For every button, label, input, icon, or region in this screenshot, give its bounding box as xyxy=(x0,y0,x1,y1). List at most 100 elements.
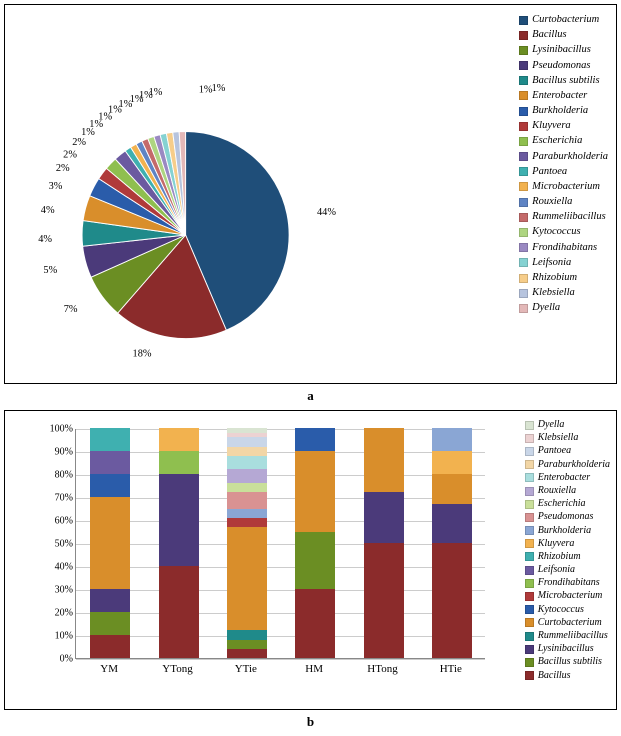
pie-callout: 2% xyxy=(72,137,86,148)
legend-item: Leifsonia xyxy=(525,564,610,576)
bar-ym xyxy=(90,428,130,658)
legend-b: DyellaKlebsiellaPantoeaParaburkholderiaE… xyxy=(525,419,610,683)
bar-ytie xyxy=(227,428,267,658)
legend-item: Kytococcus xyxy=(525,604,610,616)
legend-label: Lysinibacillus xyxy=(538,643,594,655)
grid-line xyxy=(76,475,485,476)
bar-segment xyxy=(90,497,130,589)
legend-label: Frondihabitans xyxy=(532,241,597,255)
bar-hm xyxy=(295,428,335,658)
legend-item: Bacillus xyxy=(519,28,608,42)
bar-segment xyxy=(227,509,267,518)
y-tick: 0% xyxy=(45,654,73,665)
legend-swatch xyxy=(525,605,534,614)
legend-swatch xyxy=(525,434,534,443)
bar-segment xyxy=(227,437,267,446)
legend-item: Kluyvera xyxy=(519,119,608,133)
bar-segment xyxy=(159,566,199,658)
bar-segment xyxy=(295,532,335,590)
legend-item: Enterobacter xyxy=(525,472,610,484)
legend-swatch xyxy=(525,421,534,430)
pie-callout: 7% xyxy=(64,304,78,315)
legend-item: Leifsonia xyxy=(519,256,608,270)
pie-callout: 5% xyxy=(43,265,57,276)
bar-segment xyxy=(90,428,130,451)
legend-swatch xyxy=(519,137,528,146)
legend-swatch xyxy=(525,526,534,535)
legend-swatch xyxy=(525,645,534,654)
legend-swatch xyxy=(525,632,534,641)
bar-ytong xyxy=(159,428,199,658)
legend-label: Lysinibacillus xyxy=(532,43,591,57)
legend-label: Pseudomonas xyxy=(532,59,590,73)
legend-swatch xyxy=(519,258,528,267)
bar-segment xyxy=(227,630,267,639)
bar-segment xyxy=(90,612,130,635)
bar-segment xyxy=(227,518,267,527)
pie-callout: 44% xyxy=(317,207,336,218)
legend-label: Rummeliibacillus xyxy=(538,630,608,642)
y-tick: 20% xyxy=(45,608,73,619)
bar-segment xyxy=(90,474,130,497)
legend-label: Microbacterium xyxy=(532,180,600,194)
bar-segment xyxy=(159,451,199,474)
legend-swatch xyxy=(525,539,534,548)
y-tick: 10% xyxy=(45,631,73,642)
legend-swatch xyxy=(519,274,528,283)
legend-item: Kytococcus xyxy=(519,225,608,239)
bar-segment xyxy=(364,428,404,492)
legend-item: Bacillus subtilis xyxy=(519,74,608,88)
legend-item: Curtobacterium xyxy=(525,617,610,629)
bar-segment xyxy=(159,428,199,451)
legend-label: Klebsiella xyxy=(538,432,579,444)
legend-label: Bacillus xyxy=(538,670,571,682)
legend-item: Frondihabitans xyxy=(525,577,610,589)
y-tick: 40% xyxy=(45,562,73,573)
legend-label: Rummeliibacillus xyxy=(532,210,606,224)
legend-label: Rouxiella xyxy=(538,485,576,497)
y-tick: 90% xyxy=(45,447,73,458)
legend-label: Enterobacter xyxy=(532,89,587,103)
pie-chart: 44%18%7%5%4%4%3%2%2%2%1%1%1%1%1%1%1%1%1%… xyxy=(35,75,315,355)
bar-segment xyxy=(295,589,335,658)
bar-segment xyxy=(227,456,267,470)
legend-item: Klebsiella xyxy=(519,286,608,300)
bar-segment xyxy=(432,474,472,504)
legend-item: Kluyvera xyxy=(525,538,610,550)
legend-item: Rummeliibacillus xyxy=(525,630,610,642)
legend-item: Burkholderia xyxy=(519,104,608,118)
pie-callout: 1% xyxy=(212,83,226,94)
legend-swatch xyxy=(519,107,528,116)
legend-swatch xyxy=(525,487,534,496)
bar-segment xyxy=(227,469,267,483)
legend-swatch xyxy=(525,618,534,627)
legend-label: Kluyvera xyxy=(532,119,571,133)
bar-segment xyxy=(432,428,472,451)
grid-line xyxy=(76,636,485,637)
legend-label: Bacillus xyxy=(532,28,566,42)
legend-swatch xyxy=(519,61,528,70)
legend-item: Burkholderia xyxy=(525,525,610,537)
bar-segment xyxy=(227,447,267,456)
grid-line xyxy=(76,613,485,614)
legend-item: Klebsiella xyxy=(525,432,610,444)
bar-segment xyxy=(90,589,130,612)
grid-line xyxy=(76,498,485,499)
legend-swatch xyxy=(519,228,528,237)
legend-label: Bacillus subtilis xyxy=(532,74,599,88)
legend-label: Paraburkholderia xyxy=(538,459,610,471)
bar-segment xyxy=(227,483,267,492)
legend-item: Rhizobium xyxy=(519,271,608,285)
legend-swatch xyxy=(525,552,534,561)
bar-segment xyxy=(364,492,404,543)
bar-segment xyxy=(364,543,404,658)
bar-htie xyxy=(432,428,472,658)
pie-callout: 1% xyxy=(149,87,163,98)
legend-swatch xyxy=(525,513,534,522)
grid-line xyxy=(76,521,485,522)
legend-swatch xyxy=(519,304,528,313)
legend-swatch xyxy=(525,671,534,680)
legend-item: Pantoea xyxy=(525,445,610,457)
legend-item: Bacillus xyxy=(525,670,610,682)
legend-label: Burkholderia xyxy=(538,525,591,537)
